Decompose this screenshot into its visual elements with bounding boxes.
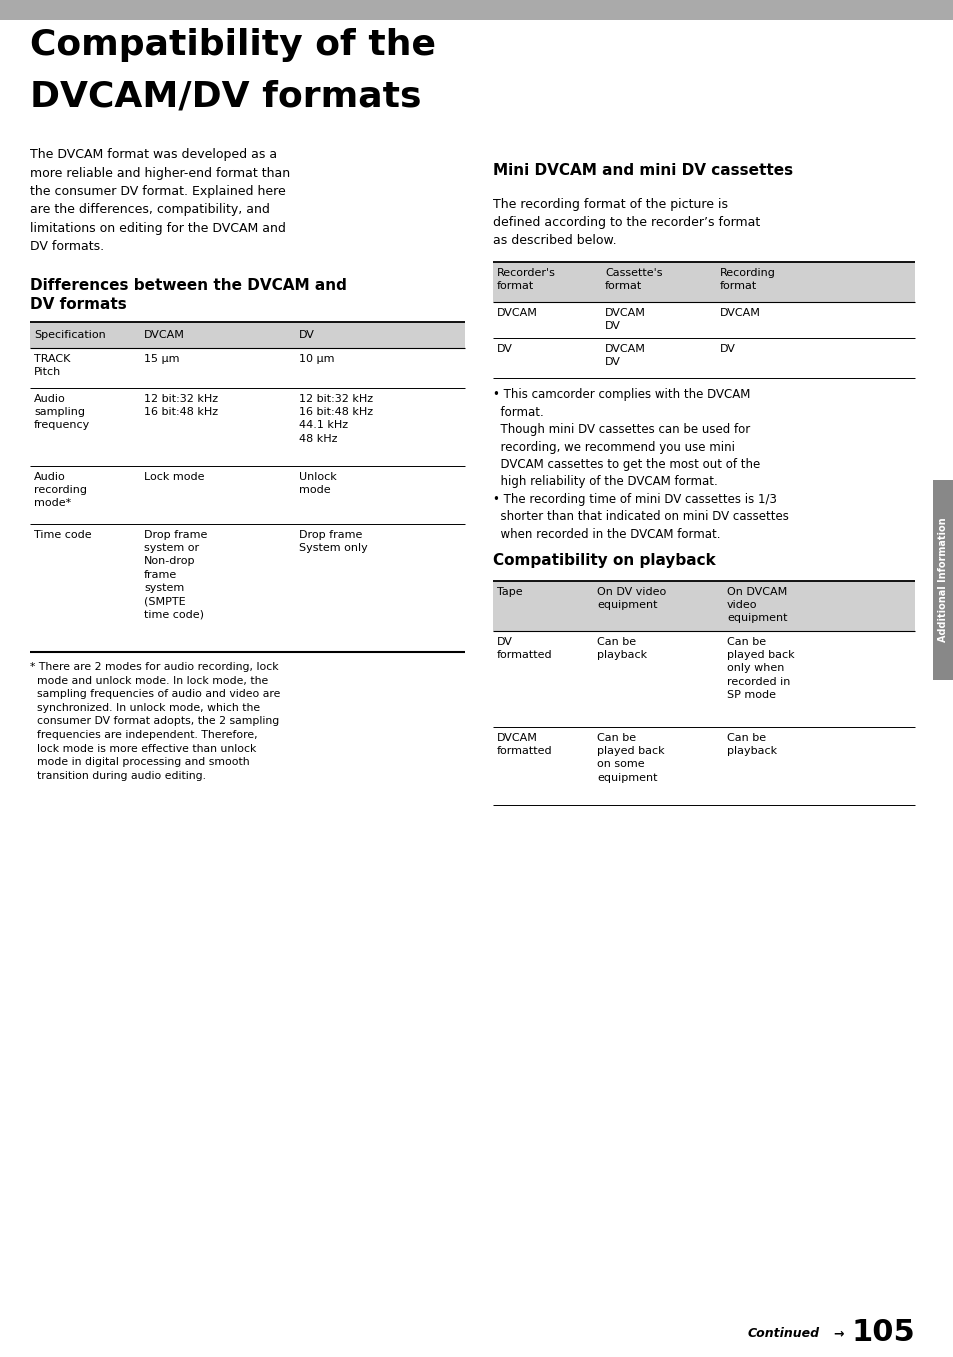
Text: 12 bit:32 kHz
16 bit:48 kHz
44.1 kHz
48 kHz: 12 bit:32 kHz 16 bit:48 kHz 44.1 kHz 48 … [298,394,373,444]
Text: On DVCAM
video
equipment: On DVCAM video equipment [726,588,786,623]
Text: DVCAM: DVCAM [720,308,760,318]
Text: →: → [832,1327,842,1339]
Bar [0,0,953,20]
Bar [932,480,953,680]
Text: Can be
played back
on some
equipment: Can be played back on some equipment [597,733,664,783]
Text: 10 μm: 10 μm [298,354,335,364]
Text: Compatibility on playback: Compatibility on playback [493,554,715,569]
Text: TRACK
Pitch: TRACK Pitch [34,354,71,377]
Text: Drop frame
system or
Non-drop
frame
system
(SMPTE
time code): Drop frame system or Non-drop frame syst… [144,531,207,619]
Text: DVCAM
DV: DVCAM DV [604,345,645,368]
Text: Audio
sampling
frequency: Audio sampling frequency [34,394,91,430]
Text: Continued: Continued [747,1327,820,1339]
Text: Additional Information: Additional Information [938,517,947,642]
Text: Can be
played back
only when
recorded in
SP mode: Can be played back only when recorded in… [726,636,794,700]
Text: Unlock
mode: Unlock mode [298,472,336,495]
Text: DV: DV [720,345,735,354]
Text: The DVCAM format was developed as a
more reliable and higher-end format than
the: The DVCAM format was developed as a more… [30,148,290,254]
Text: DV: DV [497,345,513,354]
Text: Can be
playback: Can be playback [726,733,777,756]
Text: * There are 2 modes for audio recording, lock
  mode and unlock mode. In lock mo: * There are 2 modes for audio recording,… [30,662,280,780]
Text: Lock mode: Lock mode [144,472,204,482]
Text: Differences between the DVCAM and
DV formats: Differences between the DVCAM and DV for… [30,278,347,312]
Text: DV
formatted: DV formatted [497,636,552,661]
Text: Mini DVCAM and mini DV cassettes: Mini DVCAM and mini DV cassettes [493,163,792,178]
Text: Time code: Time code [34,531,91,540]
Text: • The recording time of mini DV cassettes is 1/3
  shorter than that indicated o: • The recording time of mini DV cassette… [493,493,788,541]
Text: Can be
playback: Can be playback [597,636,646,661]
Text: DV: DV [298,330,314,341]
Text: The recording format of the picture is
defined according to the recorder’s forma: The recording format of the picture is d… [493,198,760,247]
Text: Specification: Specification [34,330,106,341]
Text: 15 μm: 15 μm [144,354,179,364]
Text: DVCAM: DVCAM [497,308,537,318]
Text: Cassette's
format: Cassette's format [604,267,661,292]
Text: Audio
recording
mode*: Audio recording mode* [34,472,87,509]
Bar [493,581,914,631]
Bar [493,262,914,303]
Text: Recording
format: Recording format [720,267,775,292]
Text: • This camcorder complies with the DVCAM
  format.
  Though mini DV cassettes ca: • This camcorder complies with the DVCAM… [493,388,760,489]
Text: 105: 105 [851,1318,915,1348]
Text: Drop frame
System only: Drop frame System only [298,531,367,554]
Text: Recorder's
format: Recorder's format [497,267,556,292]
Bar [30,322,464,347]
Text: On DV video
equipment: On DV video equipment [597,588,665,611]
Text: DVCAM
formatted: DVCAM formatted [497,733,552,756]
Text: Tape: Tape [497,588,522,597]
Text: Compatibility of the: Compatibility of the [30,28,436,62]
Text: DVCAM
DV: DVCAM DV [604,308,645,331]
Text: 12 bit:32 kHz
16 bit:48 kHz: 12 bit:32 kHz 16 bit:48 kHz [144,394,218,417]
Text: DVCAM/DV formats: DVCAM/DV formats [30,80,421,114]
Text: DVCAM: DVCAM [144,330,185,341]
